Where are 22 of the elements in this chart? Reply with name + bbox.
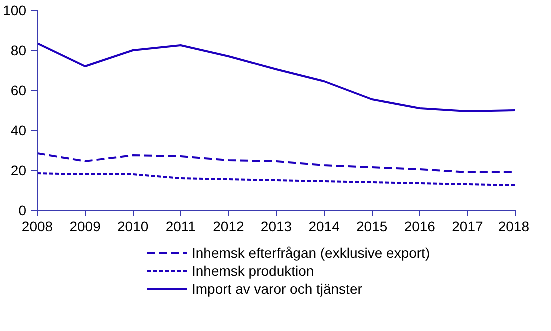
y-tick-label: 60 [10,82,27,98]
x-tick-label: 2017 [452,218,484,234]
x-tick-label: 2013 [260,218,292,234]
y-tick-label: 80 [10,42,27,58]
x-tick-label: 2011 [166,218,196,234]
x-tick-label: 2014 [308,218,340,234]
legend-label: Import av varor och tjänster [192,280,362,298]
x-tick-label: 2009 [70,218,102,234]
y-tick-label: 0 [18,202,27,218]
y-tick-label: 20 [10,162,27,178]
x-tick-label: 2012 [213,218,244,234]
y-tick-label: 100 [3,2,27,18]
x-tick-label: 2008 [22,218,54,234]
line-series [38,42,516,112]
x-tick-label: 2016 [404,218,436,234]
x-tick-label: 2018 [498,218,530,234]
legend-label: Inhemsk efterfrågan (exklusive export) [192,244,430,262]
x-tick-label: 2015 [356,218,388,234]
x-tick-label: 2010 [118,218,149,234]
line-series [38,172,516,186]
legend-label: Inhemsk produktion [192,262,314,280]
y-tick-label: 40 [10,122,27,138]
